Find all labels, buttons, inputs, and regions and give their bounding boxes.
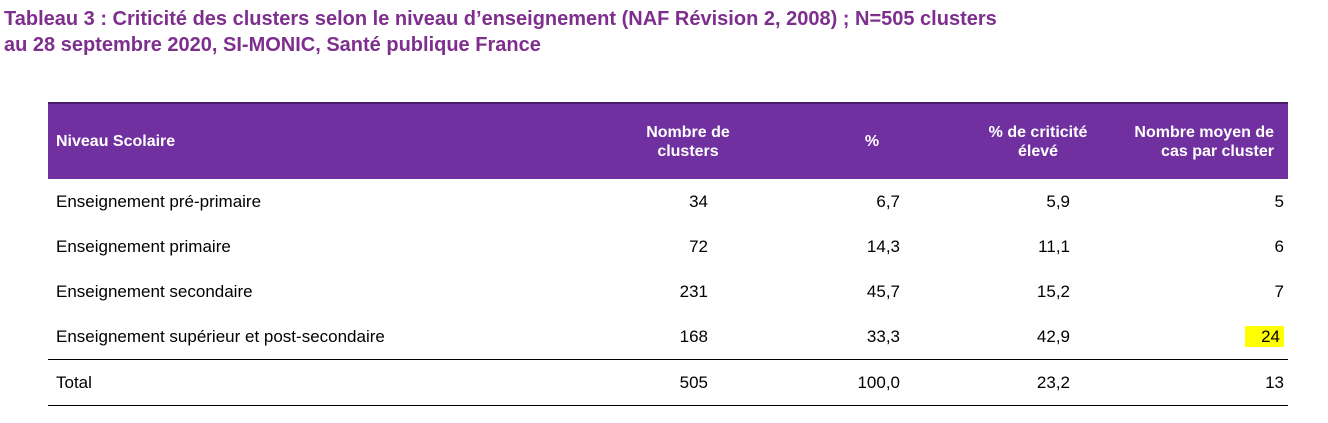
row-avg: 5	[1274, 191, 1284, 211]
total-percent: 100,0	[778, 359, 918, 406]
total-avg: 13	[1098, 359, 1288, 406]
row-name: Enseignement supérieur et post-secondair…	[56, 326, 385, 346]
header-row: Niveau Scolaire Nombre de clusters % % d…	[48, 103, 1288, 179]
row-name: Enseignement secondaire	[56, 281, 253, 301]
row-avg: 7	[1274, 281, 1284, 301]
header-criticite: % de criticité élevé	[918, 103, 1098, 179]
total-name: Total	[48, 359, 568, 406]
row-criticite: 11,1	[1038, 236, 1070, 256]
table-body: Enseignement pré-primaire 34 6,7 5,9 5 E…	[48, 179, 1288, 406]
header-nombre-clusters: Nombre de clusters	[568, 103, 778, 179]
table-row: Enseignement primaire 72 14,3 11,1 6	[48, 224, 1288, 269]
total-row: Total 505 100,0 23,2 13	[48, 359, 1288, 406]
row-count: 34	[689, 191, 708, 211]
header-percent: %	[864, 133, 880, 150]
header-niveau-scolaire: Niveau Scolaire	[56, 133, 176, 150]
row-name: Enseignement primaire	[56, 236, 231, 256]
header-avg-line-1: Nombre moyen de	[1134, 123, 1274, 141]
header-crit-line-2: élevé	[1017, 142, 1059, 160]
header-count-line-2: clusters	[657, 142, 719, 160]
table-title: Tableau 3 : Criticité des clusters selon…	[4, 6, 1324, 58]
row-count: 72	[689, 236, 708, 256]
row-count: 231	[679, 281, 708, 301]
row-criticite: 5,9	[1046, 191, 1070, 211]
header-nombre-moyen: Nombre moyen de cas par cluster	[1098, 103, 1288, 179]
row-percent: 45,7	[866, 281, 900, 301]
row-criticite: 15,2	[1036, 281, 1070, 301]
title-line-1: Tableau 3 : Criticité des clusters selon…	[4, 8, 997, 30]
row-name: Enseignement pré-primaire	[56, 191, 262, 211]
header-avg-line-2: cas par cluster	[1161, 142, 1274, 160]
table-row: Enseignement pré-primaire 34 6,7 5,9 5	[48, 179, 1288, 224]
table-row: Enseignement secondaire 231 45,7 15,2 7	[48, 269, 1288, 314]
row-criticite: 42,9	[1036, 326, 1070, 346]
table-header: Niveau Scolaire Nombre de clusters % % d…	[48, 103, 1288, 179]
title-line-2: au 28 septembre 2020, SI-MONIC, Santé pu…	[4, 34, 541, 56]
total-criticite: 23,2	[918, 359, 1098, 406]
data-table: Niveau Scolaire Nombre de clusters % % d…	[48, 102, 1288, 406]
row-avg: 6	[1274, 236, 1284, 256]
row-percent: 6,7	[876, 191, 900, 211]
total-count: 505	[568, 359, 778, 406]
highlighted-value: 24	[1245, 325, 1284, 347]
row-count: 168	[679, 326, 708, 346]
row-percent: 14,3	[866, 236, 900, 256]
row-avg: 24	[1098, 314, 1288, 360]
row-percent: 33,3	[866, 326, 900, 346]
table-row: Enseignement supérieur et post-secondair…	[48, 314, 1288, 360]
header-crit-line-1: % de criticité	[988, 123, 1088, 141]
header-count-line-1: Nombre de	[646, 123, 730, 141]
